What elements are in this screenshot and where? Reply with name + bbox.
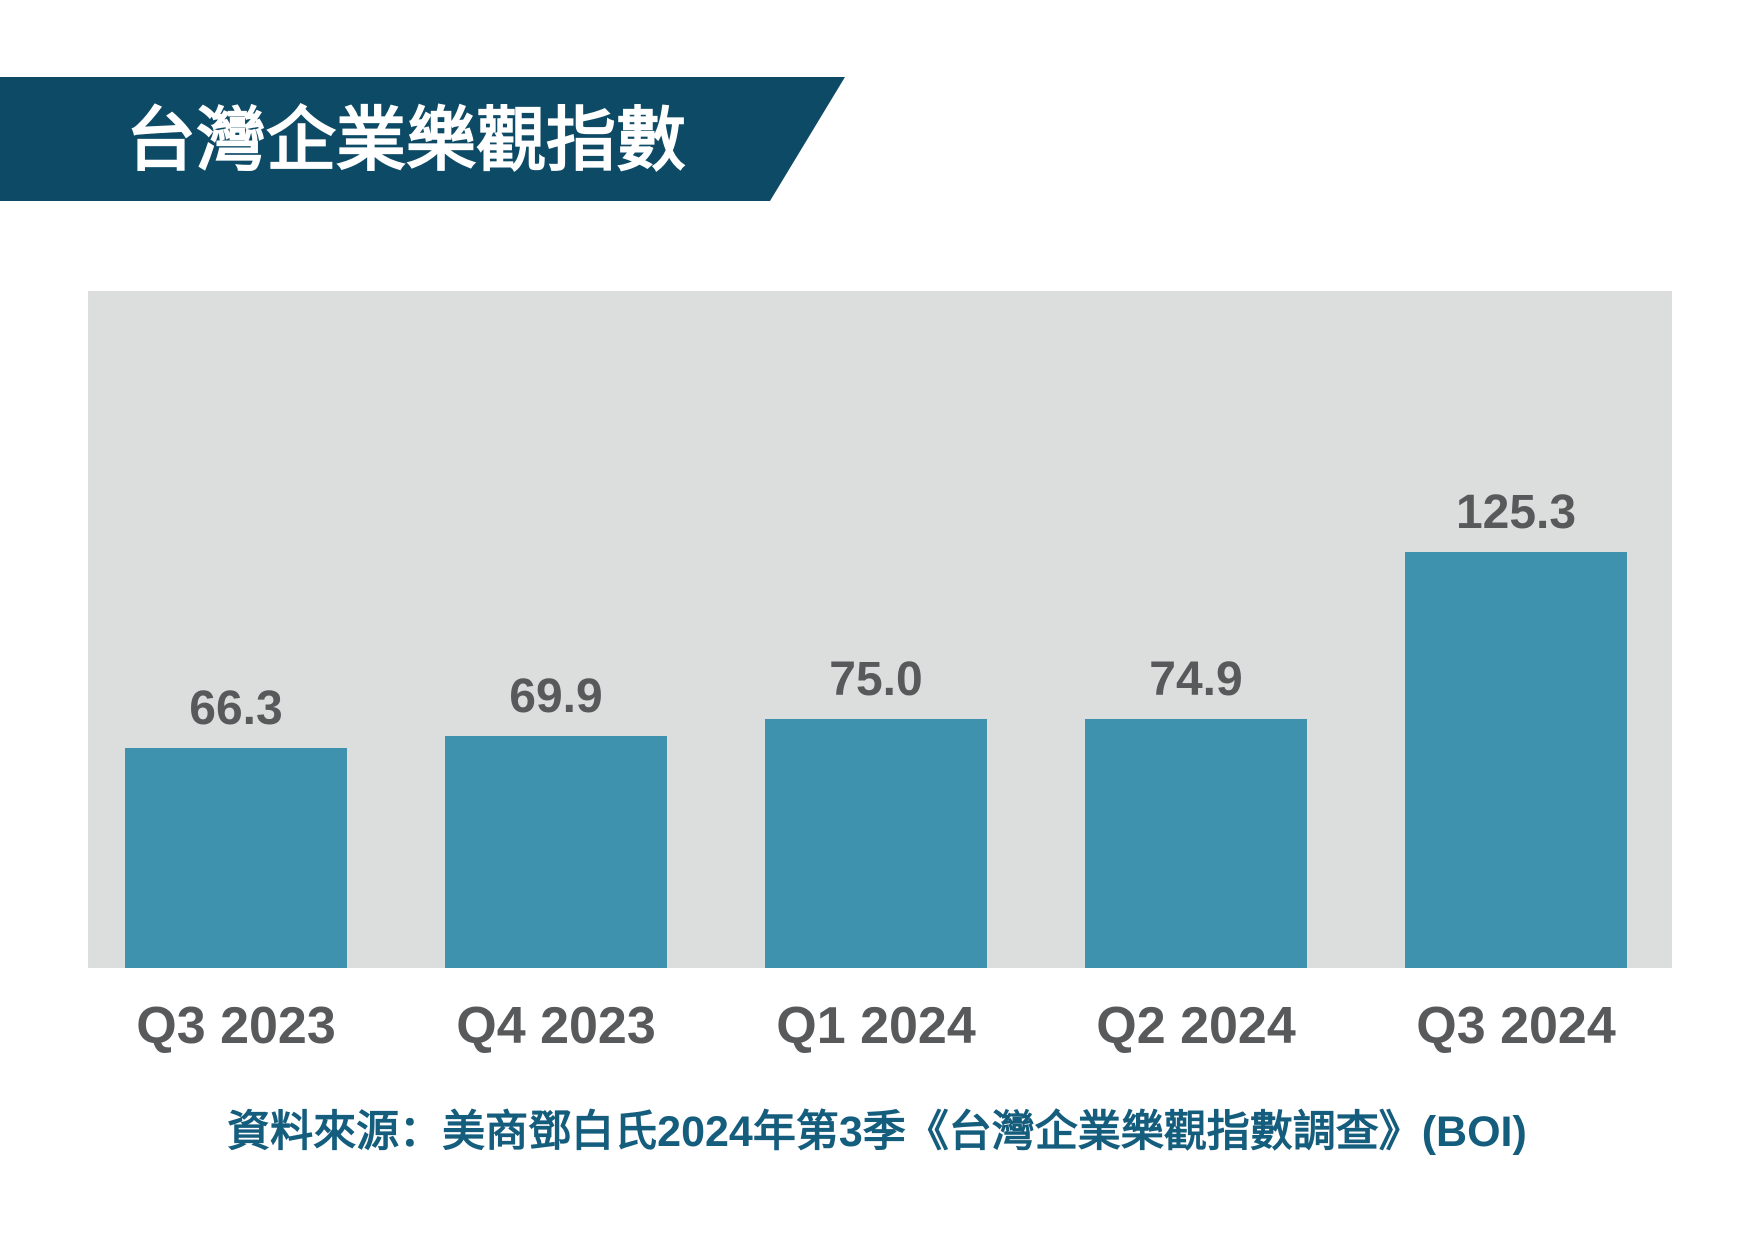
title-banner: 台灣企業樂觀指數 [0, 77, 845, 201]
chart-plot-area: 66.3 69.9 75.0 74.9 125.3 [88, 291, 1672, 968]
x-axis-labels: Q3 2023 Q4 2023 Q1 2024 Q2 2024 Q3 2024 [0, 996, 1754, 1056]
x-axis-label: Q2 2024 [1096, 997, 1296, 1055]
bar [1405, 552, 1627, 968]
bar-value-label: 74.9 [1149, 653, 1243, 706]
x-axis-label: Q1 2024 [776, 997, 976, 1055]
x-axis-label: Q3 2024 [1416, 997, 1616, 1055]
bar-value-label: 125.3 [1455, 486, 1577, 539]
bar [445, 736, 667, 968]
bar-value-label: 69.9 [509, 670, 603, 723]
bar [1085, 719, 1307, 968]
bar-value-label: 66.3 [189, 682, 283, 735]
x-axis-label: Q4 2023 [456, 997, 656, 1055]
bar [765, 719, 987, 968]
source-note: 資料來源：美商鄧白氏2024年第3季《台灣企業樂觀指數調查》(BOI) [227, 1108, 1527, 1156]
x-axis-label: Q3 2023 [136, 997, 336, 1055]
page-title: 台灣企業樂觀指數 [126, 101, 686, 179]
bar [125, 748, 347, 968]
bar-value-label: 75.0 [829, 653, 923, 706]
